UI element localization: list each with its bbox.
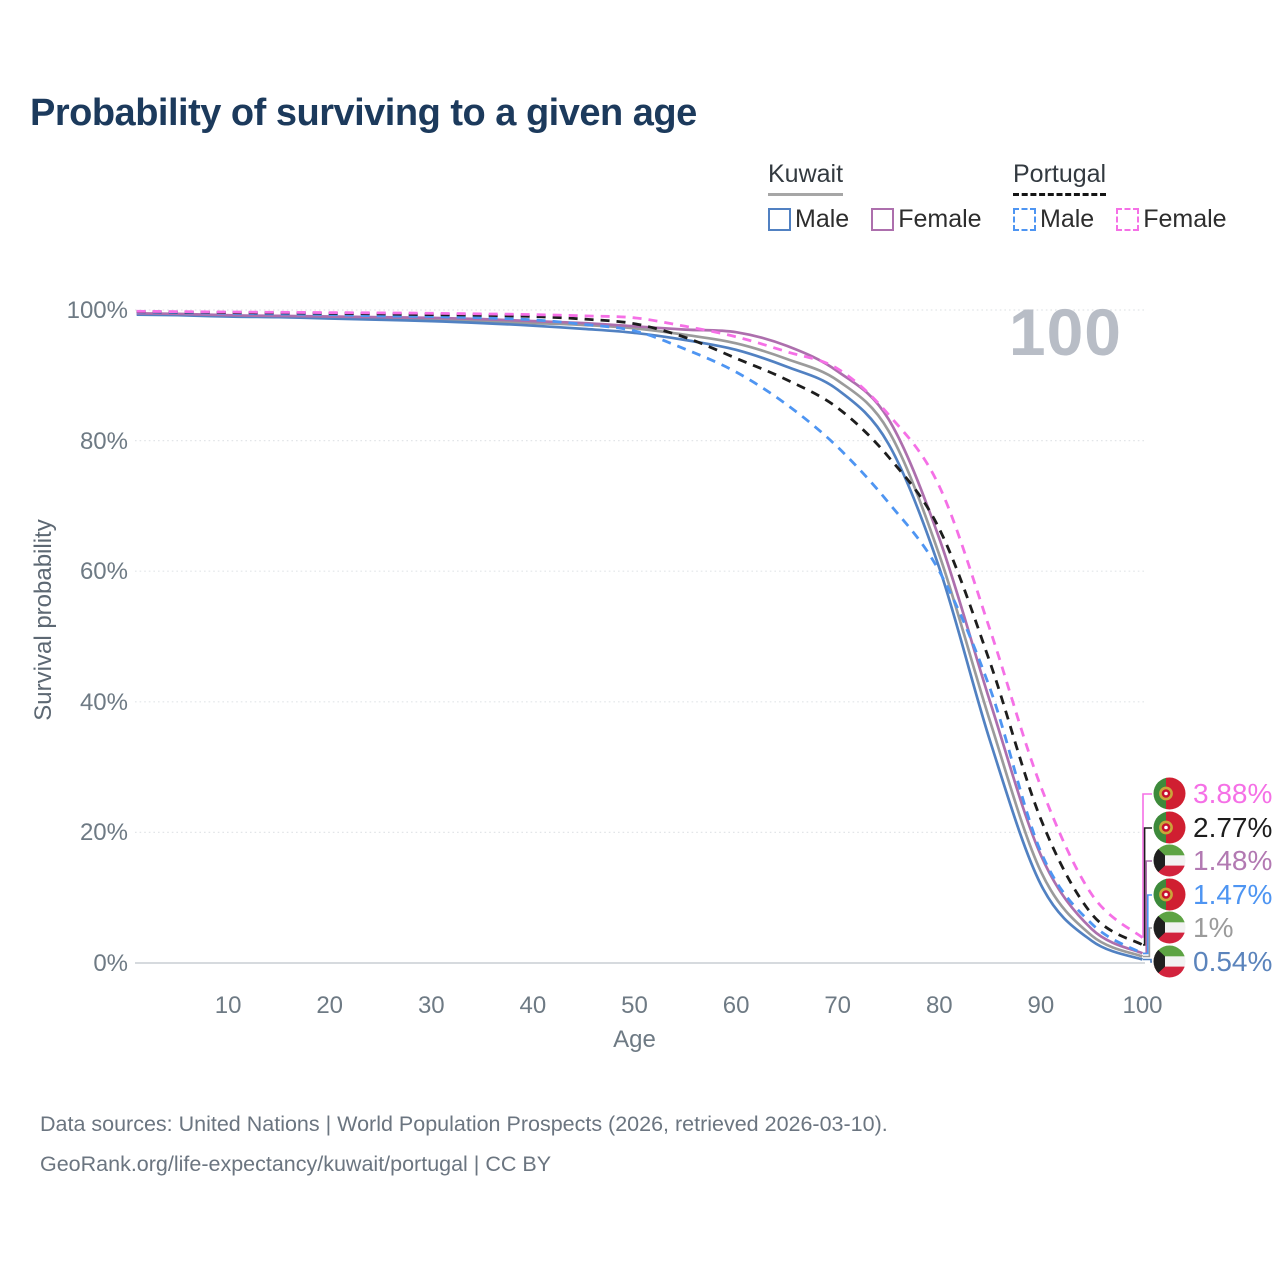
x-axis-title: Age — [613, 1026, 656, 1053]
x-tick-label: 50 — [621, 992, 648, 1019]
y-tick-label: 0% — [93, 950, 128, 977]
end-label-value: 0.54% — [1193, 945, 1273, 977]
kuwait-flag-icon — [1153, 844, 1186, 877]
x-tick-label: 80 — [925, 992, 953, 1019]
end-label-row-pt_female: 3.88% — [1153, 777, 1272, 810]
kuwait-flag-icon — [1153, 945, 1186, 978]
x-tick-label: 100 — [1122, 992, 1163, 1019]
legend-item-portugal-male[interactable]: Male — [1013, 205, 1094, 234]
legend-item-portugal-female[interactable]: Female — [1116, 205, 1227, 234]
legend-item-label: Male — [1040, 205, 1095, 233]
legend-item-label: Male — [795, 205, 850, 233]
age-counter-watermark: 100 — [1008, 295, 1122, 369]
legend-kuwait-label[interactable]: Kuwait — [768, 160, 844, 196]
x-tick-label: 10 — [214, 992, 242, 1019]
connector-kw_total — [1143, 927, 1152, 958]
x-tick-label: 30 — [417, 992, 445, 1019]
series-line-kw_female[interactable] — [136, 311, 1144, 955]
x-tick-label: 90 — [1027, 992, 1055, 1019]
end-label-row-kw_female: 1.48% — [1153, 844, 1272, 877]
end-label-value: 1.48% — [1193, 844, 1273, 876]
portugal-male-swatch-icon — [1013, 208, 1036, 231]
series-line-pt_female[interactable] — [136, 309, 1144, 939]
x-tick-label: 70 — [824, 992, 852, 1019]
portugal-female-swatch-icon — [1116, 208, 1140, 231]
legend-portugal-row: Male Female — [1013, 205, 1227, 234]
series-line-kw_total[interactable] — [136, 312, 1144, 958]
connector-pt_female — [1142, 793, 1152, 938]
footer: Data sources: United Nations | World Pop… — [40, 1104, 888, 1184]
portugal-flag-icon — [1153, 811, 1186, 844]
end-label-value: 1.47% — [1193, 878, 1273, 910]
legend-item-label: Female — [1143, 205, 1227, 233]
portugal-flag-icon — [1153, 777, 1186, 810]
footer-sources-line: Data sources: United Nations | World Pop… — [40, 1112, 888, 1136]
legend-item-kuwait-female[interactable]: Female — [871, 205, 982, 234]
end-label-row-pt_male: 1.47% — [1153, 878, 1272, 911]
x-tick-label: 20 — [316, 992, 344, 1019]
y-tick-label: 60% — [79, 558, 128, 586]
connector-pt_male — [1143, 894, 1152, 955]
end-label-value: 1% — [1193, 911, 1234, 943]
legend-kuwait-row: Male Female — [768, 205, 982, 234]
end-label-row-kw_male: 0.54% — [1153, 945, 1272, 978]
end-label-value: 3.88% — [1193, 777, 1273, 809]
footer-link-line: GeoRank.org/life-expectancy/kuwait/portu… — [40, 1152, 552, 1176]
portugal-flag-icon — [1153, 878, 1186, 911]
legend-portugal-label[interactable]: Portugal — [1013, 160, 1107, 196]
series-line-pt_total[interactable] — [136, 310, 1144, 947]
y-tick-label: 80% — [79, 427, 128, 455]
legend-group-portugal: Portugal Male Female — [1013, 160, 1227, 234]
end-label-row-pt_total: 2.77% — [1153, 811, 1272, 844]
x-tick-label: 60 — [722, 992, 750, 1019]
y-tick-label: 20% — [79, 819, 128, 847]
y-tick-label: 100% — [66, 297, 128, 324]
series-line-pt_male[interactable] — [136, 310, 1144, 955]
x-tick-label: 40 — [519, 992, 547, 1019]
kuwait-female-swatch-icon — [871, 208, 895, 231]
legend-item-kuwait-male[interactable]: Male — [768, 205, 849, 234]
end-label-value: 2.77% — [1193, 811, 1273, 843]
series-line-kw_male[interactable] — [136, 313, 1143, 961]
legend-group-kuwait: Kuwait Male Female — [768, 160, 982, 234]
connector-kw_male — [1143, 958, 1152, 963]
kuwait-male-swatch-icon — [768, 208, 791, 231]
legend-item-label: Female — [898, 205, 982, 233]
connector-pt_total — [1143, 827, 1152, 946]
page-title: Probability of surviving to a given age — [30, 92, 697, 134]
end-label-row-kw_total: 1% — [1153, 911, 1233, 944]
y-tick-label: 40% — [79, 688, 128, 716]
kuwait-flag-icon — [1153, 911, 1186, 944]
